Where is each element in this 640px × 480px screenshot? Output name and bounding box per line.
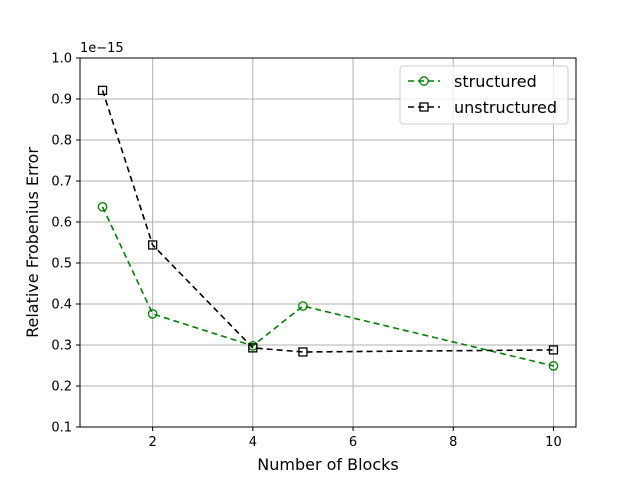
x-tick-label: 2: [149, 435, 157, 450]
legend: structured unstructured: [399, 65, 569, 125]
legend-item-structured: structured: [408, 72, 537, 91]
y-offset-label: 1e−15: [80, 41, 124, 56]
y-axis-label: Relative Frobenius Error: [23, 147, 42, 338]
y-tick-label: 0.9: [51, 93, 72, 108]
data-point-unstructured: [147, 240, 158, 250]
y-tick-label: 0.3: [51, 339, 72, 354]
legend-item-unstructured: unstructured: [408, 98, 557, 117]
y-tick-label: 0.1: [51, 421, 72, 436]
series-structured: [97, 201, 559, 371]
y-tick-label: 0.5: [51, 257, 72, 272]
y-tick-label: 0.2: [51, 380, 72, 395]
x-tick-label: 8: [449, 435, 457, 450]
data-point-unstructured: [298, 347, 308, 357]
legend-marker: [419, 102, 429, 112]
data-point-structured: [97, 201, 108, 212]
series-line-structured: [101, 206, 554, 367]
x-tick-label: 10: [545, 435, 562, 450]
y-tick-label: 0.7: [51, 175, 72, 190]
legend-items: structured unstructured: [408, 72, 557, 117]
legend-box: [399, 65, 569, 125]
data-point-structured: [548, 361, 559, 371]
data-point-unstructured: [97, 85, 108, 96]
data-point-structured: [298, 301, 308, 311]
data-point-structured: [147, 308, 158, 319]
series-unstructured: [97, 85, 559, 357]
legend-label: unstructured: [454, 98, 557, 117]
x-tick-label: 4: [249, 435, 257, 450]
axes-frame: [79, 57, 577, 428]
data-point-unstructured: [548, 345, 559, 355]
ticks: 2 4 6 8 10 0.1 0.2 0.3 0.4 0.5 0.6 0.7 0.8 0.9 1.0: [51, 52, 561, 451]
series-layer: [97, 85, 559, 371]
y-tick-label: 0.6: [51, 216, 72, 231]
legend-marker: [419, 76, 429, 86]
legend-label: structured: [454, 72, 537, 91]
y-tick-label: 0.4: [51, 298, 72, 313]
y-tick-label: 1.0: [51, 52, 72, 67]
y-tick-label: 0.8: [51, 134, 72, 149]
x-tick-label: 6: [349, 435, 357, 450]
x-axis-label: Number of Blocks: [257, 455, 398, 474]
data-point-unstructured: [248, 343, 258, 353]
